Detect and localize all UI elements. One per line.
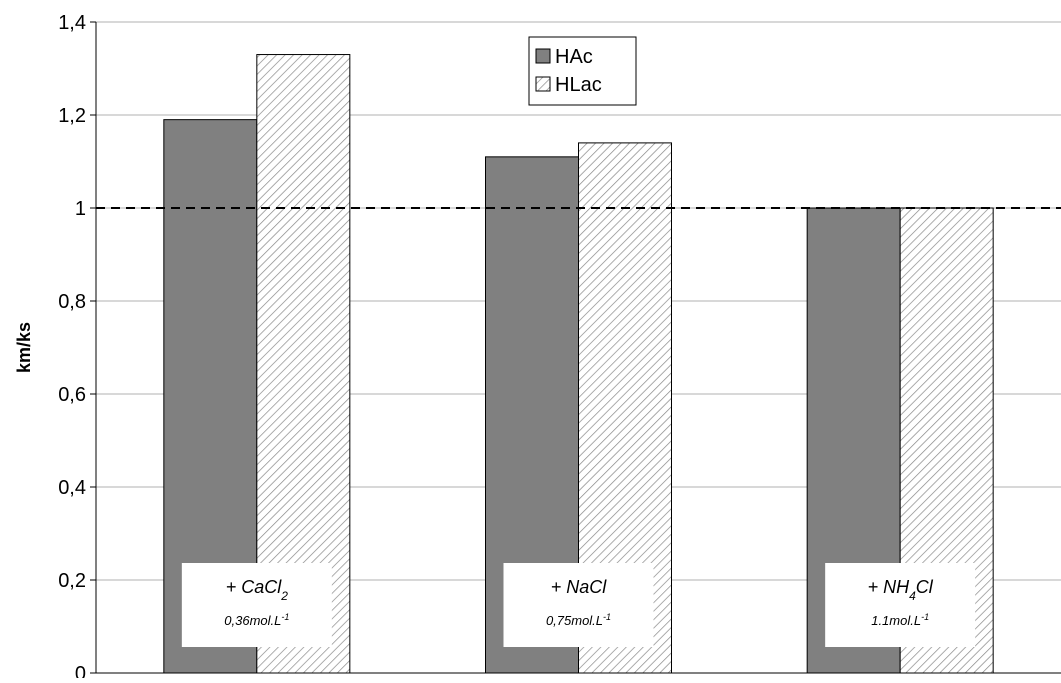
y-tick-label: 1,4 (58, 12, 86, 34)
y-axis-label: km/ks (14, 322, 34, 373)
concentration-label: 0,75mol.L-1 (546, 612, 611, 628)
y-tick-label: 1 (75, 198, 86, 220)
legend-label-hac: HAc (555, 46, 593, 68)
legend-label-hlac: HLac (555, 74, 602, 96)
legend-box (528, 36, 637, 106)
legend-swatch-hlac (535, 76, 551, 92)
concentration-label: 1.1mol.L-1 (871, 612, 929, 628)
y-tick-label: 0 (75, 663, 86, 678)
category-label: + NaCl (551, 577, 608, 597)
annotation-box (181, 563, 332, 647)
annotation-box (503, 563, 654, 647)
y-tick-label: 1,2 (58, 105, 86, 127)
y-tick-label: 0,2 (58, 570, 86, 592)
concentration-label: 0,36mol.L-1 (224, 612, 289, 628)
axes: 0 0,2 0,4 0,6 0,8 1 1,2 1,4 km/ks (14, 12, 1061, 683)
annotation-box (825, 563, 976, 647)
legend: HAc HLac (528, 36, 637, 106)
y-tick-label: 0,8 (58, 291, 86, 313)
y-tick-label: 0,4 (58, 477, 86, 499)
legend-swatch-hac (535, 48, 551, 64)
y-tick-label: 0,6 (58, 384, 86, 406)
